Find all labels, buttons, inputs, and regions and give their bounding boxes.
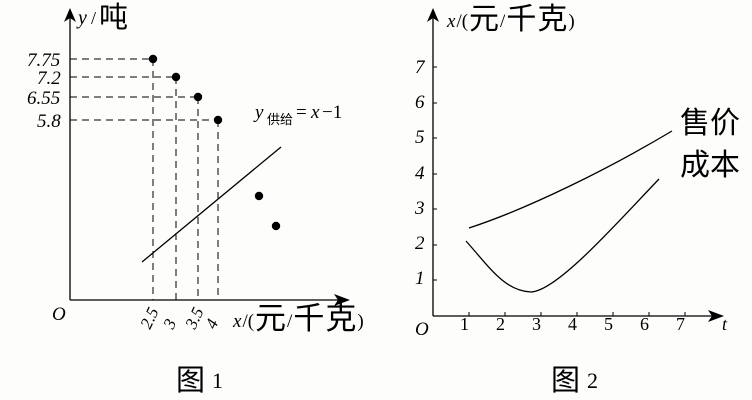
svg-text:y: y [76, 7, 87, 29]
svg-text:3: 3 [532, 314, 541, 334]
svg-text:6.55: 6.55 [27, 88, 60, 109]
svg-text:7: 7 [676, 314, 685, 334]
svg-text:x: x [310, 102, 320, 123]
svg-text:吨: 吨 [99, 1, 128, 34]
svg-text:供给: 供给 [267, 112, 293, 127]
svg-text:=: = [296, 102, 307, 123]
svg-text:1: 1 [460, 314, 469, 334]
svg-text:2: 2 [587, 368, 598, 393]
svg-text:2: 2 [415, 233, 425, 254]
svg-text:5.8: 5.8 [37, 111, 61, 132]
svg-text:−1: −1 [322, 102, 342, 123]
svg-text:y: y [253, 102, 264, 123]
svg-text:售价: 售价 [680, 107, 740, 140]
svg-text:6: 6 [415, 92, 425, 113]
svg-text:7.2: 7.2 [37, 68, 61, 89]
svg-text:4: 4 [568, 314, 577, 334]
svg-text:3: 3 [414, 198, 425, 219]
svg-text:6: 6 [640, 314, 649, 334]
svg-text:/: / [91, 8, 96, 28]
svg-text:5: 5 [604, 314, 613, 334]
svg-text:2: 2 [496, 314, 505, 334]
svg-text:4: 4 [415, 163, 425, 184]
svg-text:1: 1 [415, 268, 425, 289]
svg-text:7: 7 [415, 57, 426, 78]
svg-text:图: 图 [551, 365, 580, 397]
svg-text:图: 图 [176, 365, 205, 397]
svg-text:O: O [415, 319, 429, 340]
svg-text:成本: 成本 [680, 149, 740, 182]
svg-text:O: O [52, 304, 66, 325]
svg-text:1: 1 [212, 368, 223, 393]
svg-text:5: 5 [415, 127, 425, 148]
